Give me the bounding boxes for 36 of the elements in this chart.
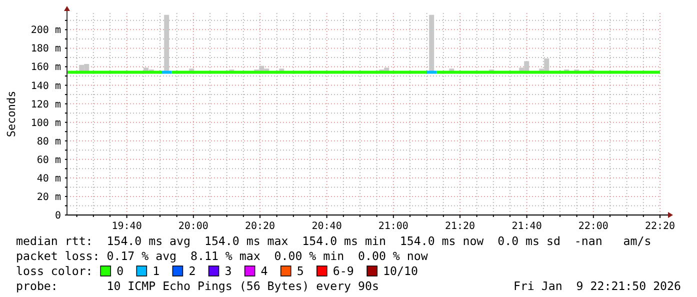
x-tick-label: 20:40 xyxy=(312,221,342,232)
y-tick-label: 180 m xyxy=(30,44,61,55)
text: Fri Jan 9 22:21:50 2026 xyxy=(513,279,682,293)
y-tick-label: 160 m xyxy=(30,62,61,74)
legend-label: 3 xyxy=(224,264,232,278)
y-tick-label: 100 m xyxy=(30,118,61,129)
y-tick-label: 80 m xyxy=(36,136,61,148)
text: probe: 10 ICMP Echo Pings (56 Bytes) every 90s xyxy=(16,279,379,293)
y-tick-label: 60 m xyxy=(36,154,61,166)
x-tick-label: 22:20 xyxy=(644,221,676,232)
text: packet loss: 0.17 % avg 8.11 % max 0.00 % min 0.00 % now xyxy=(16,249,428,263)
x-tick-label: 21:00 xyxy=(378,221,408,232)
y-tick-label: 0 xyxy=(54,210,61,222)
legend-title: loss color: xyxy=(16,264,93,278)
y-tick-label: 40 m xyxy=(36,173,61,184)
y-tick-label: 20 m xyxy=(36,192,61,203)
legend-label: 0 xyxy=(116,264,124,278)
x-tick-label: 20:20 xyxy=(244,221,276,232)
x-tick-label: 21:40 xyxy=(512,221,542,232)
legend-label: 4 xyxy=(260,264,268,278)
y-axis-title: Seconds xyxy=(5,90,18,138)
y-tick-label: 200 m xyxy=(30,25,61,36)
x-tick-label: 22:00 xyxy=(578,221,608,232)
y-tick-label: 120 m xyxy=(30,99,61,110)
x-tick-label: 20:00 xyxy=(178,221,208,232)
bar xyxy=(164,14,170,72)
x-tick-label: 19:40 xyxy=(112,221,142,232)
legend-label: 10/10 xyxy=(383,264,418,278)
legend-label: 1 xyxy=(152,264,160,278)
legend-label: 5 xyxy=(296,264,304,278)
legend-label: 2 xyxy=(188,264,196,278)
bar xyxy=(429,14,434,72)
y-tick-label: 140 m xyxy=(30,80,61,92)
x-tick-label: 21:20 xyxy=(444,221,476,232)
legend-label: 6-9 xyxy=(332,264,354,278)
text: median rtt: 154.0 ms avg 154.0 ms max 154.0 ms min 154.0 ms now 0.0 ms sd -nan am/s xyxy=(16,234,652,248)
